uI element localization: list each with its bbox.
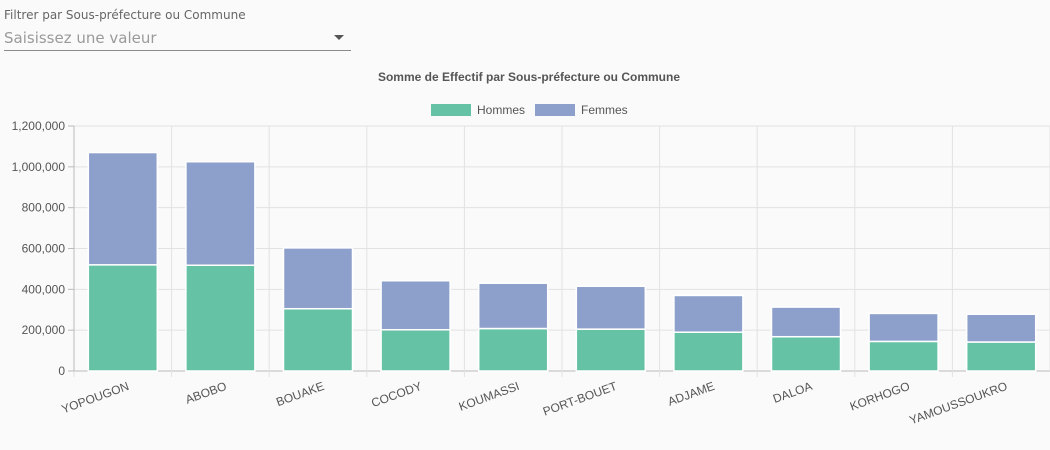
- x-tick-label: BOUAKE: [274, 379, 326, 409]
- bar-femmes-koumassi[interactable]: [477, 282, 549, 330]
- bar-femmes-korhogo[interactable]: [868, 312, 939, 343]
- y-tick-label: 1,000,000: [12, 160, 66, 174]
- bar-femmes-bouake[interactable]: [282, 247, 354, 310]
- bar-hommes-yopougon[interactable]: [87, 264, 159, 372]
- bar-femmes-yamoussoukro[interactable]: [965, 313, 1037, 343]
- legend-swatch-hommes[interactable]: [431, 104, 471, 116]
- bar-hommes-yamoussoukro[interactable]: [965, 341, 1037, 372]
- bar-hommes-port-bouet[interactable]: [575, 328, 647, 372]
- chart-title: Somme de Effectif par Sous-préfecture ou…: [378, 70, 680, 84]
- commune-filter: Filtrer par Sous-préfecture ou Commune S…: [4, 8, 351, 51]
- legend: Hommes Femmes: [431, 103, 628, 117]
- bar-femmes-port-bouet[interactable]: [575, 285, 647, 330]
- bar-femmes-cocody[interactable]: [380, 280, 451, 331]
- filter-placeholder: Saisissez une valeur: [4, 29, 157, 47]
- x-tick-label: YOPOUGON: [60, 379, 131, 416]
- x-tick-label: ABOBO: [184, 379, 229, 407]
- legend-label-hommes[interactable]: Hommes: [477, 103, 525, 117]
- x-tick-label: COCODY: [369, 379, 423, 410]
- bar-femmes-adjame[interactable]: [673, 294, 744, 333]
- x-tick-label: YAMOUSSOUKRO: [908, 379, 1010, 427]
- filter-select[interactable]: Saisissez une valeur: [4, 28, 351, 51]
- dropdown-arrow-icon[interactable]: [334, 35, 344, 40]
- bar-hommes-adjame[interactable]: [673, 331, 744, 372]
- bar-hommes-abobo[interactable]: [185, 264, 256, 372]
- bar-hommes-korhogo[interactable]: [868, 340, 939, 372]
- y-tick-label: 600,000: [22, 242, 66, 256]
- filter-label: Filtrer par Sous-préfecture ou Commune: [4, 8, 246, 22]
- x-tick-label: ADJAME: [666, 379, 717, 409]
- axes: 0 200,000 400,000 600,000 800,000 1,000,000 1,…: [12, 119, 1010, 427]
- bar-hommes-daloa[interactable]: [770, 335, 842, 372]
- legend-swatch-femmes[interactable]: [535, 104, 575, 116]
- bar-hommes-bouake[interactable]: [282, 307, 354, 372]
- y-tick-label: 0: [58, 364, 65, 378]
- x-tick-label: KORHOGO: [848, 379, 912, 414]
- x-tick-label: PORT-BOUET: [541, 379, 620, 419]
- x-tick-label: KOUMASSI: [457, 379, 521, 414]
- bar-hommes-koumassi[interactable]: [477, 327, 549, 372]
- bar-femmes-abobo[interactable]: [185, 160, 256, 266]
- y-tick-label: 1,200,000: [12, 119, 66, 133]
- bar-hommes-cocody[interactable]: [380, 329, 451, 372]
- y-tick-label: 400,000: [22, 282, 66, 296]
- y-tick-label: 800,000: [22, 201, 66, 215]
- x-tick-label: DALOA: [771, 379, 814, 406]
- bars: [87, 151, 1037, 372]
- legend-label-femmes[interactable]: Femmes: [581, 103, 628, 117]
- bar-femmes-yopougon[interactable]: [87, 151, 159, 266]
- y-tick-label: 200,000: [22, 323, 66, 337]
- bar-femmes-daloa[interactable]: [770, 306, 842, 338]
